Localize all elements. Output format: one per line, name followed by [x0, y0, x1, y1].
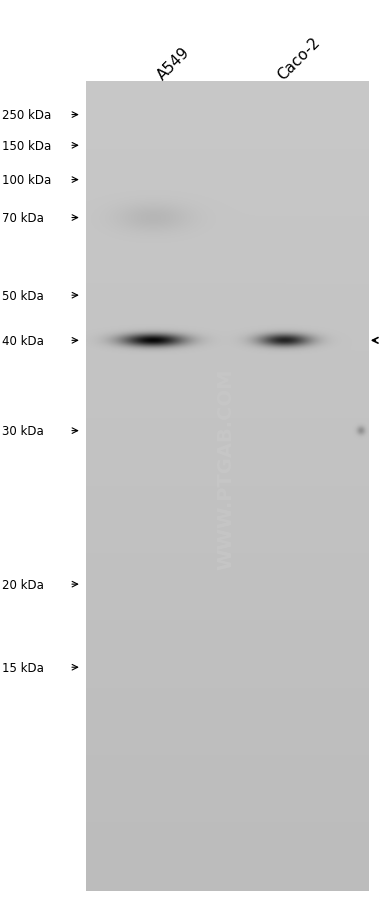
Text: 40 kDa: 40 kDa	[2, 335, 44, 347]
Text: 100 kDa: 100 kDa	[2, 174, 51, 187]
Text: 150 kDa: 150 kDa	[2, 140, 51, 152]
Text: WWW.PTGAB.COM: WWW.PTGAB.COM	[217, 368, 236, 570]
Text: 30 kDa: 30 kDa	[2, 425, 44, 437]
Text: 15 kDa: 15 kDa	[2, 661, 44, 674]
Text: 50 kDa: 50 kDa	[2, 290, 44, 302]
Text: Caco-2: Caco-2	[274, 35, 323, 83]
Text: 20 kDa: 20 kDa	[2, 578, 44, 591]
Text: 70 kDa: 70 kDa	[2, 212, 44, 225]
Text: A549: A549	[155, 44, 193, 83]
Text: 250 kDa: 250 kDa	[2, 109, 51, 122]
